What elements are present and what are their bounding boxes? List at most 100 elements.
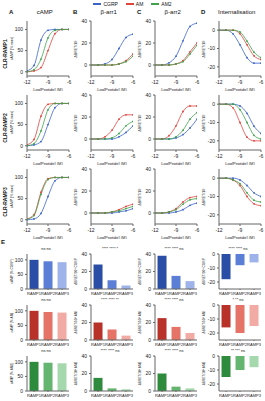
svg-text:RAMP2: RAMP2 [41,342,56,347]
svg-text:20: 20 [145,188,151,194]
svg-text:-12: -12 [23,227,30,233]
svg-text:cAMP (% max): cAMP (% max) [10,185,14,208]
svg-text:-9: -9 [174,227,179,233]
svg-text:ΔBRET/10⁴ CGRP: ΔBRET/10⁴ CGRP [74,258,78,285]
svg-text:RAMP3: RAMP3 [183,291,198,296]
svg-text:0: 0 [84,388,87,394]
svg-text:20: 20 [81,114,87,120]
svg-text:0: 0 [148,388,151,394]
svg-text:Log[Peptide] (M): Log[Peptide] (M) [33,161,63,165]
svg-text:RAMP3: RAMP3 [247,342,262,347]
svg-text:0: 0 [148,62,151,68]
svg-text:0: 0 [212,354,215,359]
svg-text:Log[Peptide] (M): Log[Peptide] (M) [161,235,191,239]
svg-text:RAMP1: RAMP1 [219,393,234,398]
svg-text:cAMP (% CGRP): cAMP (% CGRP) [10,259,14,283]
svg-text:-9: -9 [238,227,243,233]
svg-text:20: 20 [81,40,87,46]
svg-text:RAMP2: RAMP2 [105,291,120,296]
svg-text:20: 20 [81,319,87,325]
svg-text:40: 40 [81,18,87,24]
svg-text:ΔBRET/10⁴ CGRP: ΔBRET/10⁴ CGRP [138,258,142,285]
svg-text:20: 20 [145,370,151,376]
svg-text:-12: -12 [87,79,94,85]
svg-text:RAMP2: RAMP2 [233,291,248,296]
svg-text:40: 40 [145,92,151,98]
svg-text:0: 0 [84,210,87,216]
svg-text:ΔBRET/10⁴ AM2: ΔBRET/10⁴ AM2 [202,361,206,385]
svg-text:40: 40 [145,354,151,359]
svg-text:-20: -20 [208,330,215,336]
svg-text:-10: -10 [208,45,215,51]
svg-text:20: 20 [145,40,151,46]
svg-text:0: 0 [84,62,87,68]
svg-text:50: 50 [17,47,23,53]
svg-text:0: 0 [20,217,23,223]
svg-text:40: 40 [145,166,151,172]
svg-text:RAMP3: RAMP3 [119,342,134,347]
svg-text:RAMP1: RAMP1 [219,291,234,296]
svg-text:-6: -6 [131,227,136,233]
svg-text:-9: -9 [46,227,51,233]
svg-text:-10: -10 [208,119,215,125]
svg-text:40: 40 [145,303,151,308]
svg-text:0: 0 [148,337,151,343]
svg-text:100: 100 [15,257,24,263]
svg-text:Log[Peptide] (M): Log[Peptide] (M) [161,87,191,91]
svg-text:ΔBRET/10⁴: ΔBRET/10⁴ [138,187,142,206]
svg-text:50: 50 [17,271,23,277]
svg-text:-6: -6 [67,79,72,85]
svg-text:-6: -6 [259,79,264,85]
svg-text:0: 0 [212,175,215,181]
svg-text:-12: -12 [23,153,30,159]
svg-text:0: 0 [212,27,215,33]
svg-text:ΔBRET/10⁴: ΔBRET/10⁴ [74,39,78,58]
svg-text:0: 0 [148,210,151,216]
svg-text:-6: -6 [195,79,200,85]
svg-text:0: 0 [148,286,151,292]
svg-text:0: 0 [20,286,23,292]
svg-text:ΔBRET/10⁴: ΔBRET/10⁴ [74,113,78,132]
svg-text:50: 50 [17,322,23,328]
svg-text:RAMP3: RAMP3 [247,291,262,296]
svg-text:Log[Peptide] (M): Log[Peptide] (M) [97,87,127,91]
svg-text:20: 20 [145,114,151,120]
svg-text:-6: -6 [195,153,200,159]
svg-text:RAMP2: RAMP2 [233,342,248,347]
svg-text:RAMP1: RAMP1 [91,393,106,398]
svg-text:RAMP1: RAMP1 [155,342,170,347]
svg-text:0: 0 [212,101,215,107]
svg-text:RAMP3: RAMP3 [247,393,262,398]
svg-text:Log[Peptide] (M): Log[Peptide] (M) [225,235,255,239]
svg-text:RAMP2: RAMP2 [169,291,184,296]
svg-text:ΔBRET/10⁴: ΔBRET/10⁴ [202,187,206,206]
svg-text:-9: -9 [174,79,179,85]
svg-text:ΔBRET/10⁴ AM: ΔBRET/10⁴ AM [138,311,142,333]
svg-text:-12: -12 [215,227,222,233]
svg-text:Log[Peptide] (M): Log[Peptide] (M) [225,87,255,91]
svg-text:100: 100 [15,174,24,180]
svg-text:40: 40 [81,303,87,308]
svg-text:RAMP1: RAMP1 [91,291,106,296]
svg-text:ΔBRET/10⁴ AM2: ΔBRET/10⁴ AM2 [74,361,78,385]
svg-text:Log[Peptide] (M): Log[Peptide] (M) [161,161,191,165]
svg-text:-9: -9 [46,153,51,159]
svg-text:-9: -9 [46,79,51,85]
svg-text:-20: -20 [208,212,215,218]
svg-text:RAMP1: RAMP1 [155,393,170,398]
svg-text:Log[Peptide] (M): Log[Peptide] (M) [33,235,63,239]
svg-text:100: 100 [15,308,24,314]
svg-text:ΔBRET/10⁴ AM: ΔBRET/10⁴ AM [74,311,78,333]
svg-text:RAMP1: RAMP1 [91,342,106,347]
svg-text:40: 40 [81,354,87,359]
svg-text:0: 0 [84,286,87,292]
svg-text:-12: -12 [151,153,158,159]
svg-text:-6: -6 [259,153,264,159]
svg-text:-10: -10 [208,316,215,322]
svg-text:40: 40 [145,18,151,24]
svg-text:40: 40 [81,92,87,98]
svg-text:RAMP2: RAMP2 [169,342,184,347]
svg-text:ΔBRET/10⁴ AM2: ΔBRET/10⁴ AM2 [138,361,142,385]
svg-text:-12: -12 [215,79,222,85]
svg-text:RAMP3: RAMP3 [55,291,70,296]
